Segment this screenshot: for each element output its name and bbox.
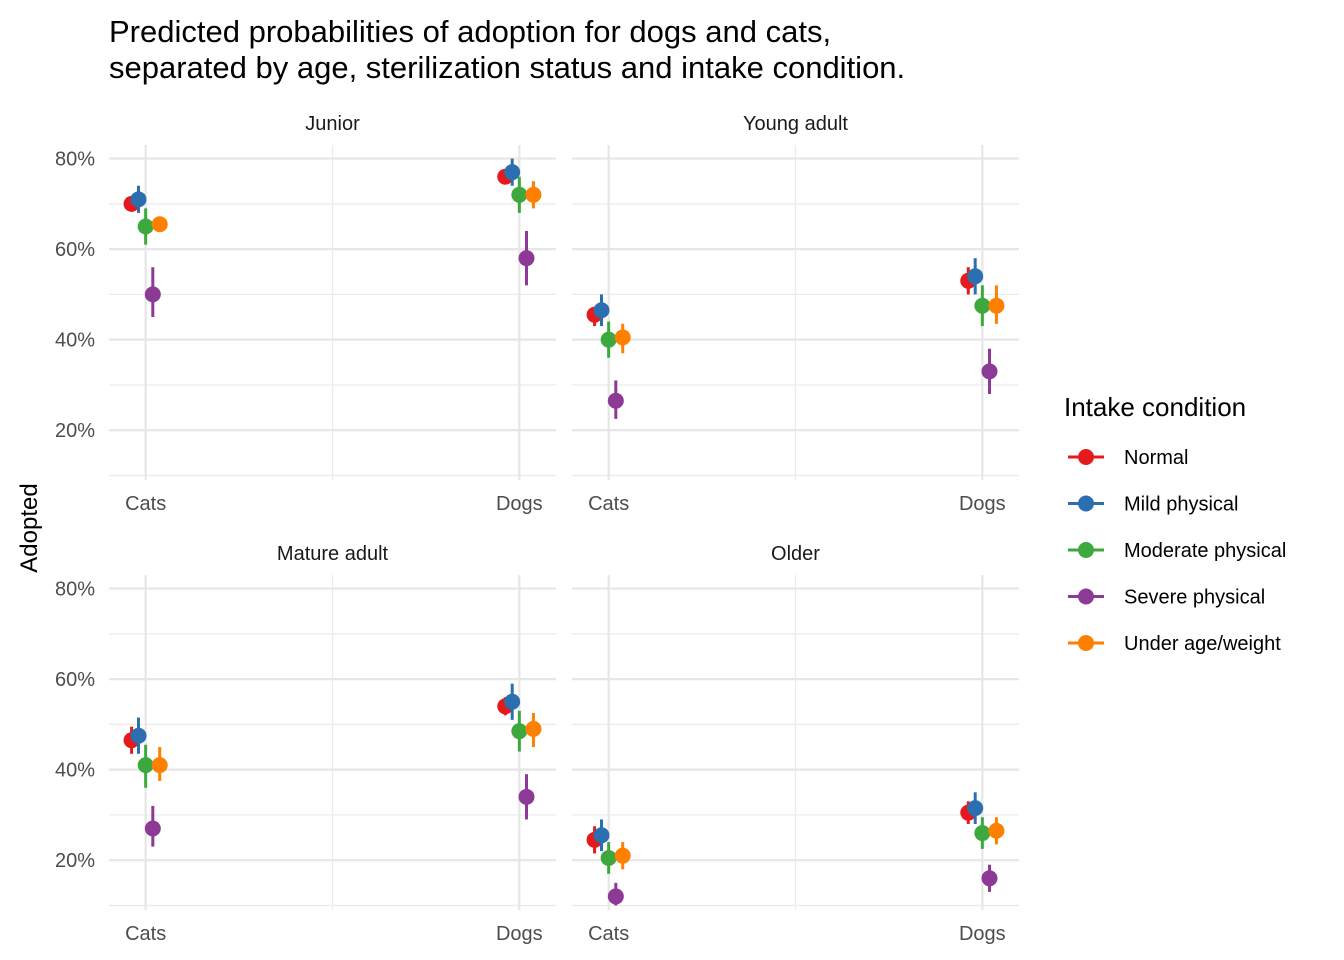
legend-item: Normal (1068, 447, 1188, 469)
data-point (525, 186, 542, 203)
legend-label: Moderate physical (1124, 540, 1286, 562)
legend-item: Severe physical (1068, 587, 1265, 609)
data-point (130, 727, 147, 744)
chart-title-line-2: separated by age, sterilization status a… (109, 50, 905, 85)
data-point (137, 218, 154, 235)
data-point (511, 186, 528, 203)
y-tick-label: 80% (55, 149, 95, 171)
data-point (518, 250, 535, 267)
facet-panel-young-adult: Young adult Cats Dogs (572, 113, 1019, 515)
facet-strip-label: Junior (305, 113, 360, 135)
facet-panels: Junior 20% 40% 60% 80% Cats Dogs Young adult Cat… (55, 113, 1019, 945)
x-tick-label: Cats (125, 923, 166, 945)
legend-key-point (1078, 635, 1094, 651)
y-tick-label: 40% (55, 330, 95, 352)
facet-panel-junior: Junior 20% 40% 60% 80% Cats Dogs (55, 113, 556, 515)
legend-label: Severe physical (1124, 587, 1265, 609)
data-point (981, 870, 998, 887)
legend-item: Mild physical (1068, 494, 1238, 516)
data-point (504, 693, 521, 710)
data-point (518, 788, 535, 805)
data-point (967, 268, 984, 285)
y-tick-label: 60% (55, 669, 95, 691)
legend-key-point (1078, 495, 1094, 512)
data-point (593, 827, 610, 844)
data-point (144, 286, 161, 303)
y-tick-label: 20% (55, 420, 95, 442)
legend-label: Under age/weight (1124, 633, 1281, 655)
legend-key-point (1078, 542, 1094, 558)
data-point (593, 302, 610, 319)
y-tick-label: 20% (55, 850, 95, 872)
data-point (525, 720, 542, 737)
y-tick-label: 80% (55, 579, 95, 601)
y-tick-label: 40% (55, 760, 95, 782)
data-point (130, 191, 147, 208)
y-axis-title: Adopted (16, 483, 43, 572)
x-tick-label: Dogs (959, 493, 1006, 515)
data-point (614, 847, 631, 864)
x-tick-label: Cats (588, 923, 629, 945)
data-point (607, 888, 624, 905)
legend-title: Intake condition (1064, 392, 1246, 422)
data-point (614, 329, 631, 346)
data-point (511, 723, 528, 740)
y-tick-label: 60% (55, 239, 95, 261)
data-point (981, 363, 998, 380)
facet-strip-label: Young adult (743, 113, 848, 135)
data-point (967, 800, 984, 817)
data-point (600, 849, 617, 866)
data-point (144, 820, 161, 837)
data-point (504, 164, 521, 181)
x-tick-label: Dogs (496, 493, 543, 515)
x-tick-label: Cats (588, 493, 629, 515)
data-point (137, 757, 154, 774)
legend-key-point (1078, 449, 1094, 465)
legend: Intake condition Normal Mild physical Mode… (1064, 392, 1286, 655)
facet-strip-label: Mature adult (277, 543, 389, 565)
data-point (607, 392, 624, 409)
data-point (988, 297, 1005, 314)
data-point (151, 757, 168, 774)
legend-label: Mild physical (1124, 494, 1238, 516)
legend-label: Normal (1124, 447, 1188, 469)
x-tick-label: Dogs (959, 923, 1006, 945)
data-point (600, 331, 617, 348)
legend-key-point (1078, 588, 1094, 605)
data-point (151, 216, 168, 233)
data-point (988, 822, 1005, 839)
x-tick-label: Dogs (496, 923, 543, 945)
data-point (974, 297, 991, 314)
legend-item: Moderate physical (1068, 540, 1286, 562)
data-point (974, 825, 991, 842)
facet-panel-mature-adult: Mature adult 20% 40% 60% 80% Cats Dogs (55, 543, 556, 945)
facet-panel-older: Older Cats Dogs (572, 543, 1019, 945)
x-tick-label: Cats (125, 493, 166, 515)
legend-item: Under age/weight (1068, 633, 1281, 655)
chart-title-line-1: Predicted probabilities of adoption for … (109, 14, 831, 49)
facet-strip-label: Older (771, 543, 820, 565)
